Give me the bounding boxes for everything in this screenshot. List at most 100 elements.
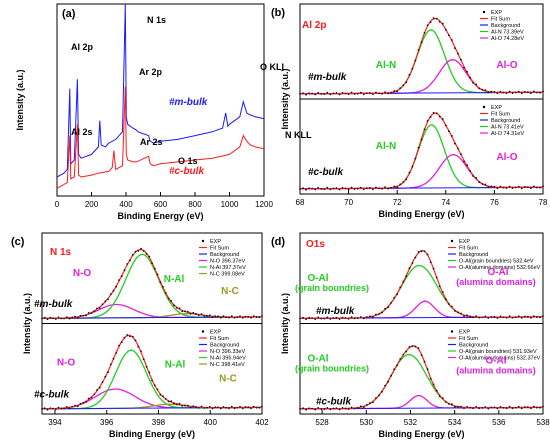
exp-point	[496, 317, 499, 319]
exp-point	[350, 91, 353, 94]
exp-point	[167, 400, 170, 403]
exp-point	[208, 314, 211, 317]
exp-point	[151, 262, 153, 265]
exp-point	[104, 300, 107, 303]
exp-point	[417, 251, 420, 253]
exp-point	[457, 311, 459, 314]
exp-point	[181, 404, 184, 407]
exp-point	[123, 337, 126, 339]
exp-point	[526, 315, 529, 318]
exp-point	[396, 293, 399, 296]
peak-label: O-Al	[307, 354, 328, 365]
exp-point	[63, 407, 65, 410]
exp-point	[302, 316, 304, 319]
exp-point	[311, 187, 313, 190]
exp-point	[493, 91, 496, 93]
exp-point	[533, 315, 535, 317]
exp-point	[323, 188, 326, 191]
x-tick-label: 400	[204, 418, 218, 427]
exp-point	[308, 407, 310, 410]
exp-point	[478, 87, 481, 90]
exp-point	[542, 315, 544, 317]
exp-point	[539, 406, 541, 409]
exp-point	[375, 313, 377, 316]
exp-point	[399, 358, 402, 360]
exp-point	[344, 92, 347, 95]
exp-point	[107, 298, 109, 301]
legend-entry: O-Al(alumina domains) 532.66eV	[459, 265, 541, 271]
exp-point	[438, 395, 441, 398]
exp-point	[414, 256, 417, 259]
exp-point	[432, 267, 435, 270]
exp-point	[54, 408, 57, 411]
exp-point	[408, 73, 411, 76]
exp-point	[87, 312, 90, 314]
exp-point	[353, 93, 356, 95]
legend-entry: N-O 396.37eV	[210, 259, 245, 265]
exp-point	[451, 403, 453, 406]
exp-point	[523, 406, 526, 408]
peak-label: N-O	[73, 268, 92, 279]
exp-point	[502, 406, 505, 409]
exp-point	[43, 316, 46, 319]
x-tick-label: 534	[448, 418, 462, 427]
exp-point	[478, 316, 481, 319]
exp-point	[233, 316, 236, 319]
exp-point	[472, 175, 474, 177]
exp-point	[350, 186, 353, 189]
peak-annotation: Al 2p	[71, 42, 94, 52]
x-tick-label: 78	[539, 198, 548, 207]
exp-point	[326, 407, 329, 409]
exp-point	[109, 363, 112, 366]
legend-entry: Fit Sum	[491, 17, 510, 23]
y-axis-label: Intensity (a.u.)	[15, 69, 25, 130]
exp-point	[508, 185, 511, 188]
exp-point	[101, 303, 104, 306]
exp-point	[490, 316, 493, 318]
exp-point	[338, 318, 341, 320]
peak-annotation: Ar 2p	[139, 67, 163, 77]
exp-point	[514, 186, 517, 189]
exp-point	[387, 306, 389, 309]
exp-point	[320, 408, 323, 410]
y-axis-label: Intensity (a.u.)	[280, 68, 290, 129]
x-axis-label: Binding Energy (eV)	[378, 209, 464, 219]
exp-point	[222, 315, 225, 318]
exp-point	[365, 316, 368, 318]
exp-point	[162, 286, 164, 288]
exp-point	[200, 405, 203, 408]
exp-point	[320, 317, 323, 320]
exp-point	[542, 405, 544, 408]
exp-point	[502, 186, 505, 189]
exp-point	[381, 188, 383, 190]
exp-point	[353, 407, 356, 410]
exp-point	[156, 273, 159, 276]
peak-label: Al-N	[376, 141, 397, 152]
panel-label: (b)	[271, 7, 285, 19]
exp-point	[426, 24, 429, 27]
exp-point	[411, 165, 414, 168]
exp-point	[502, 91, 505, 94]
exp-point	[170, 300, 173, 302]
exp-point	[214, 315, 217, 318]
x-tick-label: 74	[441, 198, 450, 207]
exp-point	[402, 353, 405, 356]
exp-point	[225, 316, 228, 318]
exp-point	[112, 357, 115, 360]
exp-point	[49, 407, 52, 410]
exp-point	[68, 407, 71, 409]
peak-annotation: O KLL	[260, 62, 287, 72]
exp-point	[118, 279, 120, 281]
exp-point	[317, 407, 320, 409]
exp-point	[444, 28, 447, 31]
exp-point	[384, 186, 386, 189]
exp-point	[159, 281, 162, 284]
exp-point	[384, 307, 386, 310]
exp-point	[451, 305, 453, 308]
exp-point	[151, 379, 153, 382]
exp-point	[134, 250, 137, 253]
exp-point	[197, 314, 200, 316]
exp-point	[200, 313, 203, 315]
exp-point	[52, 407, 54, 410]
exp-point	[308, 92, 310, 95]
